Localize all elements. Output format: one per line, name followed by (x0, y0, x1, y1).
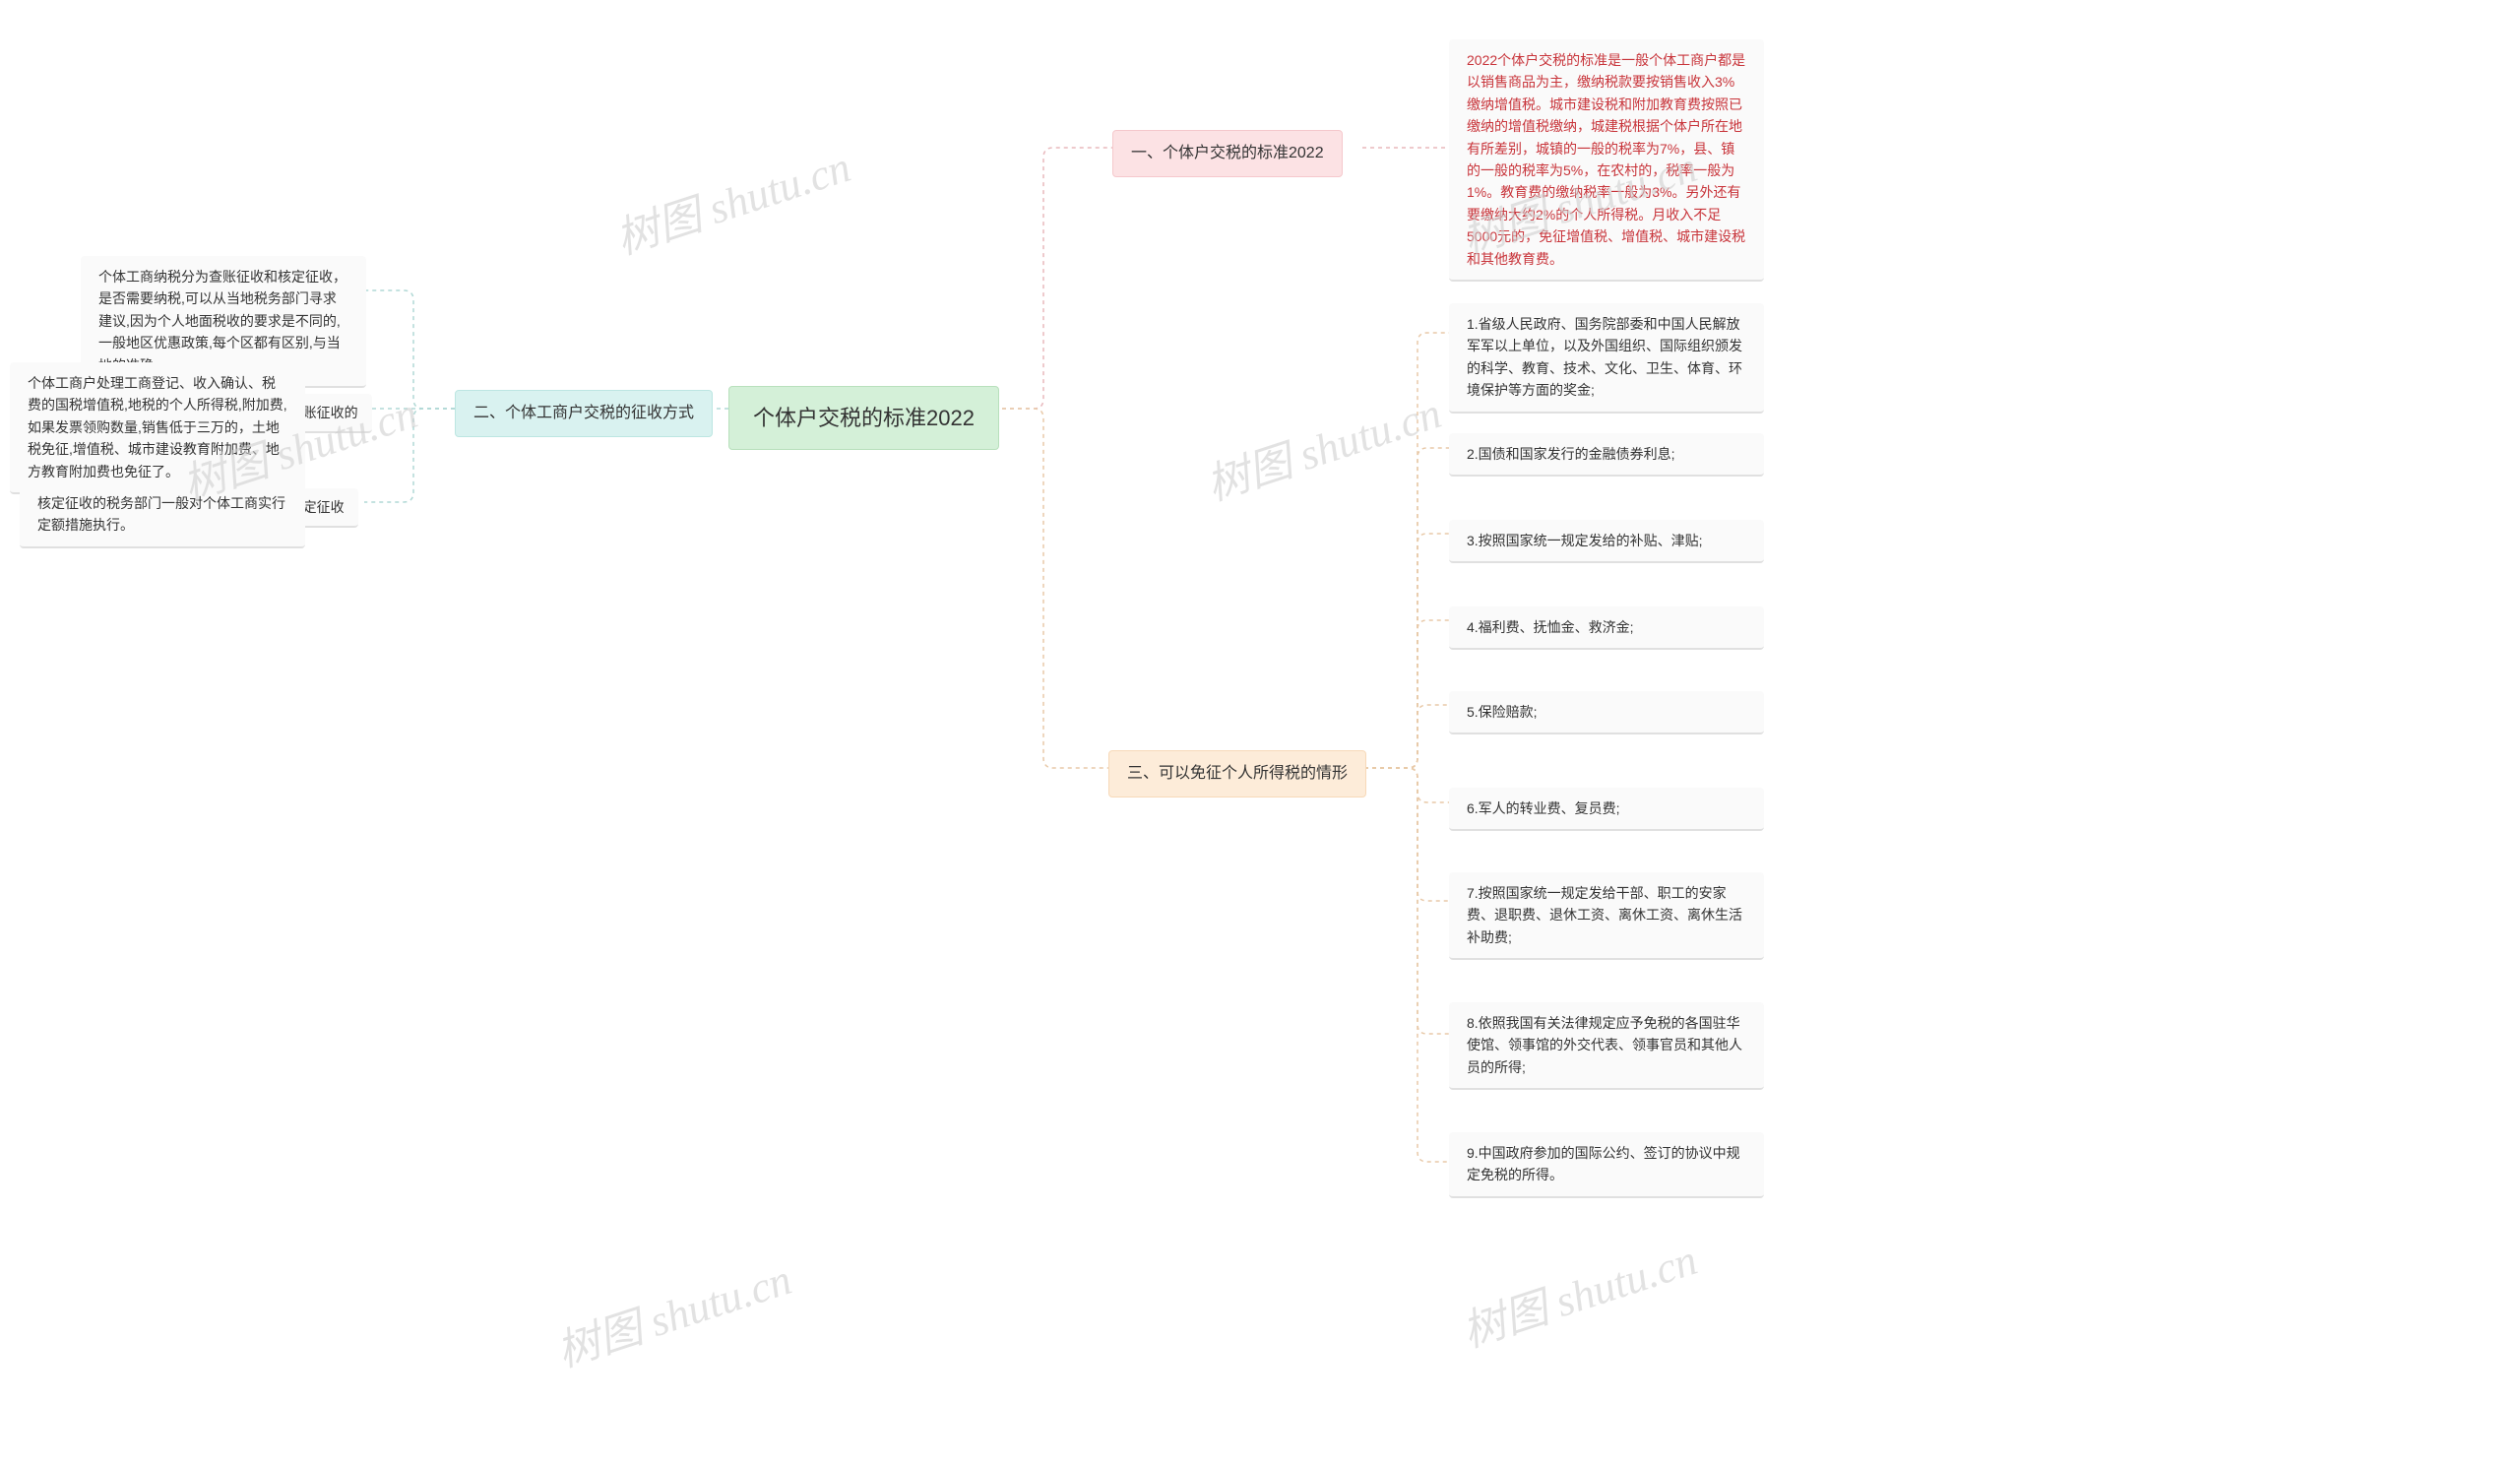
branch-2[interactable]: 二、个体工商户交税的征收方式 (455, 390, 713, 437)
branch-1[interactable]: 一、个体户交税的标准2022 (1112, 130, 1343, 177)
branch-2-sub2-leaf-text: 核定征收的税务部门一般对个体工商实行定额措施执行。 (37, 495, 285, 533)
branch-3-item-8-text: 8.依照我国有关法律规定应予免税的各国驻华使馆、领事馆的外交代表、领事官员和其他… (1467, 1015, 1742, 1075)
branch-2-label: 二、个体工商户交税的征收方式 (473, 405, 694, 421)
branch-1-leaf: 2022个体户交税的标准是一般个体工商户都是以销售商品为主，缴纳税款要按销售收入… (1449, 39, 1764, 282)
branch-3-item-9-text: 9.中国政府参加的国际公约、签订的协议中规定免税的所得。 (1467, 1145, 1740, 1182)
branch-3-item-7: 7.按照国家统一规定发给干部、职工的安家费、退职费、退休工资、离休工资、离休生活… (1449, 872, 1764, 960)
branch-3-item-7-text: 7.按照国家统一规定发给干部、职工的安家费、退职费、退休工资、离休工资、离休生活… (1467, 885, 1742, 945)
watermark: 树图 shutu.cn (1197, 377, 1448, 512)
branch-3-item-1-text: 1.省级人民政府、国务院部委和中国人民解放军军以上单位，以及外国组织、国际组织颁… (1467, 316, 1742, 398)
branch-3-item-2-text: 2.国债和国家发行的金融债券利息; (1467, 446, 1675, 462)
watermark: 树图 shutu.cn (606, 131, 857, 266)
branch-2-intro-text: 个体工商纳税分为查账征收和核定征收，是否需要纳税,可以从当地税务部门寻求建议,因… (98, 269, 346, 373)
branch-3-item-4: 4.福利费、抚恤金、救济金; (1449, 606, 1764, 650)
branch-1-label: 一、个体户交税的标准2022 (1131, 145, 1324, 161)
branch-3-item-5: 5.保险赔款; (1449, 691, 1764, 734)
branch-3-item-5-text: 5.保险赔款; (1467, 704, 1538, 720)
branch-2-sub1-leaf: 个体工商户处理工商登记、收入确认、税费的国税增值税,地税的个人所得税,附加费,如… (10, 362, 305, 494)
branch-3-item-1: 1.省级人民政府、国务院部委和中国人民解放军军以上单位，以及外国组织、国际组织颁… (1449, 303, 1764, 414)
branch-2-sub2-leaf: 核定征收的税务部门一般对个体工商实行定额措施执行。 (20, 482, 305, 548)
watermark: 树图 shutu.cn (1453, 1224, 1704, 1359)
branch-3-item-3-text: 3.按照国家统一规定发给的补贴、津贴; (1467, 533, 1703, 548)
branch-1-leaf-text: 2022个体户交税的标准是一般个体工商户都是以销售商品为主，缴纳税款要按销售收入… (1467, 52, 1745, 267)
branch-3-item-4-text: 4.福利费、抚恤金、救济金; (1467, 619, 1634, 635)
branch-3-item-6-text: 6.军人的转业费、复员费; (1467, 800, 1620, 816)
branch-3[interactable]: 三、可以免征个人所得税的情形 (1108, 750, 1366, 797)
branch-3-item-2: 2.国债和国家发行的金融债券利息; (1449, 433, 1764, 477)
branch-3-item-8: 8.依照我国有关法律规定应予免税的各国驻华使馆、领事馆的外交代表、领事官员和其他… (1449, 1002, 1764, 1090)
branch-3-item-6: 6.军人的转业费、复员费; (1449, 788, 1764, 831)
connector-lines (0, 0, 2520, 1467)
branch-3-item-9: 9.中国政府参加的国际公约、签订的协议中规定免税的所得。 (1449, 1132, 1764, 1198)
root-label: 个体户交税的标准2022 (753, 406, 975, 430)
watermark: 树图 shutu.cn (547, 1244, 798, 1378)
branch-3-item-3: 3.按照国家统一规定发给的补贴、津贴; (1449, 520, 1764, 563)
branch-3-label: 三、可以免征个人所得税的情形 (1127, 765, 1348, 782)
root-node[interactable]: 个体户交税的标准2022 (728, 386, 999, 450)
branch-2-sub1-leaf-text: 个体工商户处理工商登记、收入确认、税费的国税增值税,地税的个人所得税,附加费,如… (28, 375, 287, 479)
